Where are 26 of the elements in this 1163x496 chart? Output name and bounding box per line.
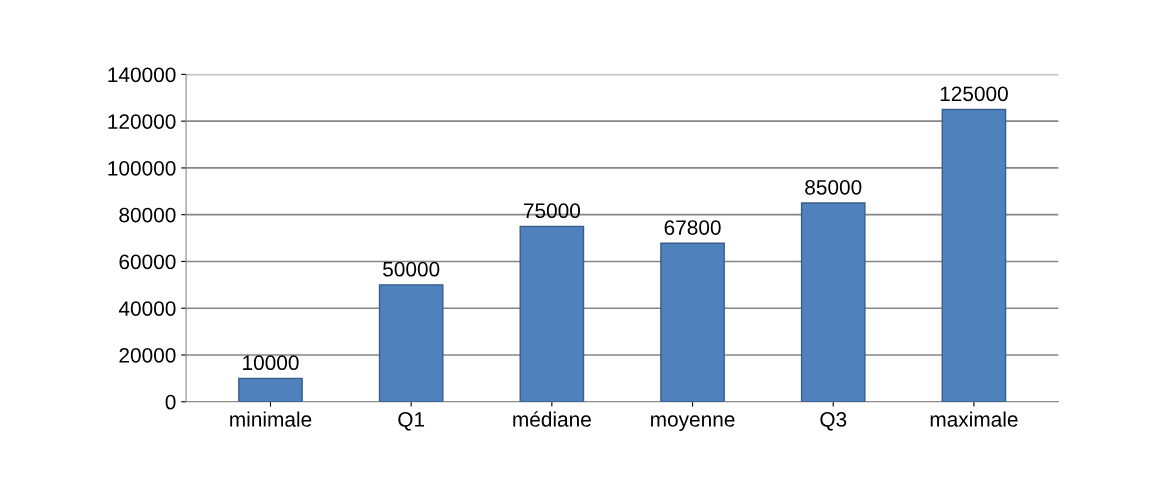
x-tick-label: Q1: [398, 412, 425, 431]
x-tick-label: minimale: [230, 411, 312, 427]
bar: [378, 284, 444, 402]
y-tick-label: 100000: [108, 160, 176, 176]
y-tick-label: 0: [165, 394, 176, 410]
data-label: 67800: [664, 220, 721, 235]
bar: [660, 242, 725, 402]
data-label: 10000: [243, 355, 299, 371]
x-tick-label: médiane: [513, 411, 591, 427]
x-tick-label: Q3: [820, 412, 847, 431]
y-tick-label: 60000: [119, 254, 176, 270]
x-tick-label: moyenne: [651, 415, 735, 431]
bar: [238, 377, 303, 402]
y-tick-label: 120000: [108, 114, 176, 129]
y-tick-label: 140000: [108, 67, 176, 83]
bar: [519, 225, 585, 402]
data-label: 85000: [805, 179, 862, 195]
y-tick-label: 20000: [119, 348, 176, 363]
data-label: 50000: [383, 261, 440, 277]
y-tick-label: 40000: [118, 301, 176, 316]
bar: [800, 202, 866, 402]
bar: [941, 108, 1007, 402]
x-tick-label: maximale: [930, 411, 1018, 427]
y-tick-label: 80000: [119, 207, 176, 223]
data-label: 75000: [523, 203, 581, 219]
data-label: 125000: [940, 86, 1008, 102]
